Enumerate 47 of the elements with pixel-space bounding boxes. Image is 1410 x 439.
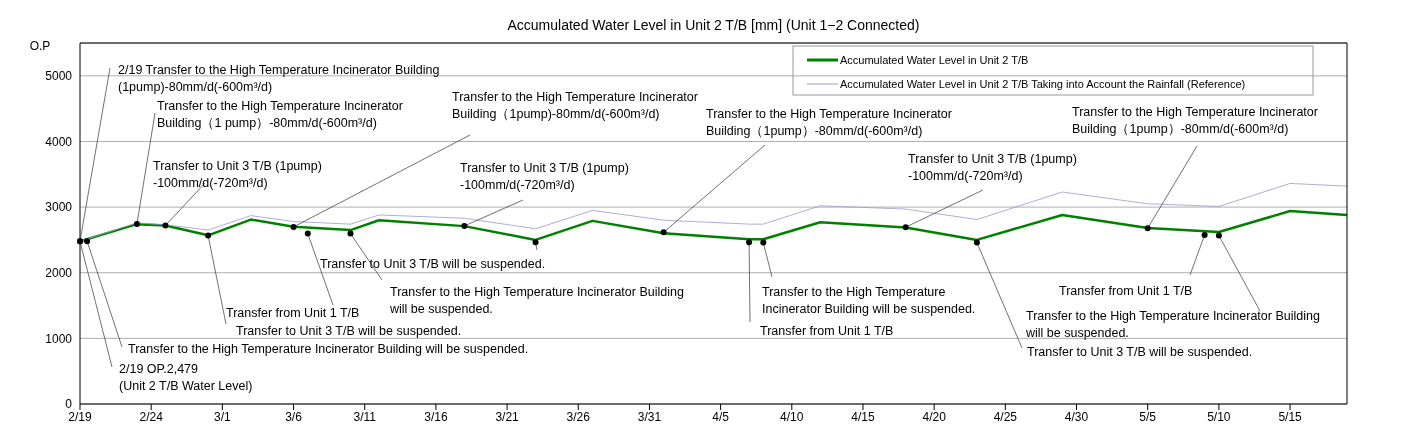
legend-label: Accumulated Water Level in Unit 2 T/B Taking into Account the Rainfall (Reference) xyxy=(840,78,1246,90)
x-tick-label: 3/26 xyxy=(566,409,591,424)
annotation: Transfer to Unit 3 T/B (1pump) -100mm/d(-720m³/d) xyxy=(908,152,1077,183)
x-tick-label: 2/24 xyxy=(139,409,164,424)
annotation: Transfer to the High Temperature Incinerator Building（1pump）-80mm/d(-600m³/d) xyxy=(706,107,952,138)
annotation: 2/19 OP.2,479 (Unit 2 T/B Water Level) xyxy=(119,362,253,393)
x-tick-label: 3/16 xyxy=(424,409,448,424)
x-tick-label: 3/31 xyxy=(637,409,662,424)
x-tick-label: 3/21 xyxy=(495,409,520,424)
x-tick-label: 4/20 xyxy=(922,409,947,424)
annotation: Transfer to Unit 3 T/B will be suspended. xyxy=(1027,345,1253,359)
x-tick-label: 5/15 xyxy=(1278,409,1303,424)
x-tick-label: 5/5 xyxy=(1139,409,1157,424)
annotation: Transfer from Unit 1 T/B xyxy=(760,324,894,338)
annotation: 2/19 Transfer to the High Temperature Incinerator Building (1pump)-80mm/d(-600m³/d) xyxy=(118,63,440,94)
annotation: Transfer to Unit 3 T/B will be suspended. xyxy=(320,257,546,271)
annotation: Transfer to Unit 3 T/B (1pump) -100mm/d(-720m³/d) xyxy=(460,161,629,192)
annotation: Transfer to the High Temperature Incinerator Building（1 pump）-80mm/d(-600m³/d) xyxy=(157,99,403,130)
legend-label: Accumulated Water Level in Unit 2 T/B xyxy=(840,54,1029,66)
x-tick-label: 4/15 xyxy=(851,409,875,424)
y-tick-label: 1000 xyxy=(45,331,73,346)
x-tick-label: 5/10 xyxy=(1207,409,1231,424)
x-tick-label: 4/25 xyxy=(993,409,1018,424)
x-tick-label: 3/11 xyxy=(353,409,377,424)
x-tick-label: 4/5 xyxy=(712,409,730,424)
y-axis-title: O.P xyxy=(29,39,51,53)
y-tick-label: 3000 xyxy=(45,200,73,215)
annotation: Transfer to Unit 3 T/B (1pump) -100mm/d(-720m³/d) xyxy=(153,159,322,190)
annotation: Transfer to the High Temperature Incinerator Building will be suspended. xyxy=(389,285,684,316)
annotation: Transfer to the High Temperature Incinerator Building will be suspended. xyxy=(762,285,976,316)
chart-title: Accumulated Water Level in Unit 2 T/B [mm] (Unit 1−2 Connected) xyxy=(507,17,920,33)
annotation: Transfer from Unit 1 T/B xyxy=(226,306,360,320)
y-tick-label: 2000 xyxy=(45,265,73,280)
annotation: Transfer to the High Temperature Incinerator Building（1pump)-80mm/d(-600m³/d) xyxy=(452,90,698,121)
x-tick-label: 3/6 xyxy=(285,409,303,424)
x-tick-label: 4/30 xyxy=(1064,409,1089,424)
x-tick-label: 3/1 xyxy=(214,409,232,424)
y-tick-label: 0 xyxy=(65,397,73,412)
y-tick-label: 4000 xyxy=(45,134,73,149)
x-tick-label: 2/19 xyxy=(68,409,92,424)
annotation: Transfer to the High Temperature Incinerator Building（1pump）-80mm/d(-600m³/d) xyxy=(1072,105,1318,136)
x-tick-label: 4/10 xyxy=(780,409,804,424)
annotation: Transfer to Unit 3 T/B will be suspended. xyxy=(236,324,462,338)
annotation: Transfer to the High Temperature Incinerator Building will be suspended. xyxy=(1025,309,1320,340)
annotation: Transfer to the High Temperature Incinerator Building will be suspended. xyxy=(128,342,529,356)
y-tick-label: 5000 xyxy=(45,69,73,84)
annotation: Transfer from Unit 1 T/B xyxy=(1059,284,1193,298)
